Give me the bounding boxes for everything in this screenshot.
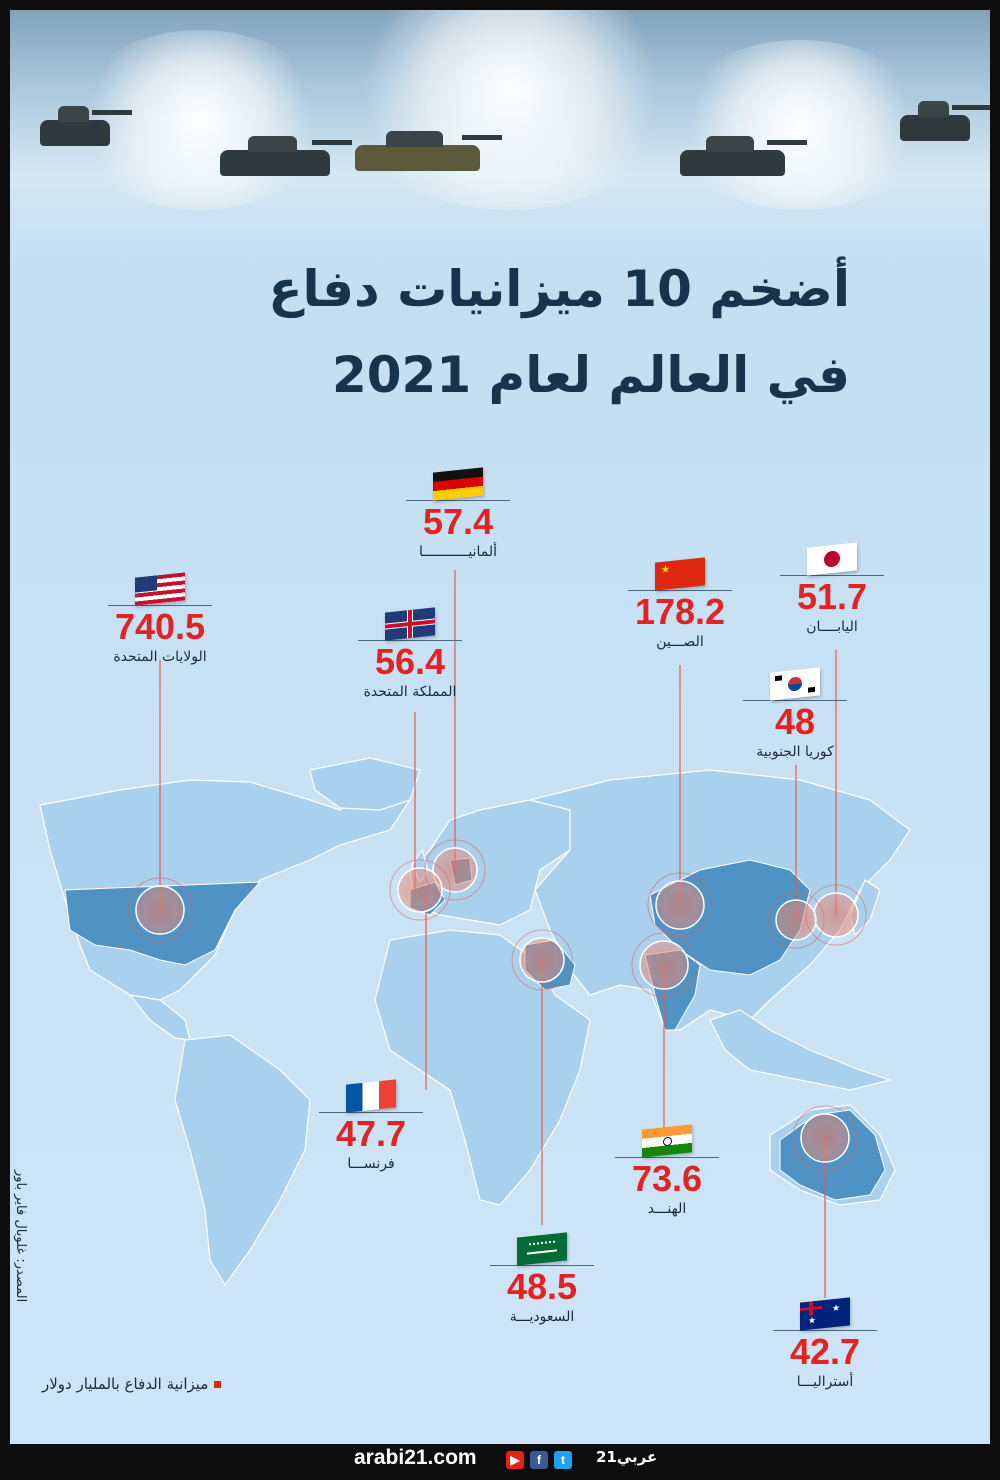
title-line-2: في العالم لعام 2021 (331, 346, 850, 404)
china-marker (655, 880, 705, 930)
footer-bar (0, 1444, 1000, 1480)
tank-icon (680, 136, 807, 176)
label-japan: 51.7 اليابــــان (752, 542, 912, 636)
name-china: الصـــين (656, 634, 704, 650)
value-france: 47.7 (335, 1113, 407, 1154)
southeast-asia-shape (709, 1009, 893, 1091)
japan-marker (813, 892, 859, 938)
smoke-cloud (670, 40, 930, 210)
south-america-shape (174, 1034, 311, 1287)
world-map (39, 570, 911, 1298)
south-korea-flag-icon (770, 667, 820, 701)
tank-icon (355, 131, 502, 171)
name-korea: كوريا الجنوبية (756, 744, 834, 760)
central-america-shape (128, 994, 191, 1041)
us-flag-icon (135, 572, 185, 606)
twitter-icon[interactable]: t (554, 1451, 572, 1469)
india-flag-icon (642, 1124, 692, 1158)
japan-flag-icon (807, 542, 857, 576)
name-uk: المملكة المتحدة (363, 684, 457, 700)
tank-icon (220, 136, 352, 176)
value-saudi: 48.5 (506, 1266, 578, 1307)
legend-text: ميزانية الدفاع بالمليار دولار (42, 1375, 209, 1393)
saudi-flag-icon (517, 1232, 567, 1266)
label-saudi: 48.5 السعوديـــة (462, 1232, 622, 1326)
uk-marker (397, 867, 443, 913)
value-australia: 42.7 (789, 1331, 861, 1372)
value-japan: 51.7 (796, 576, 868, 617)
label-india: 73.6 الهنـــد (587, 1124, 747, 1218)
germany-marker (432, 847, 478, 893)
usa-marker (135, 885, 185, 935)
source-note: المصدر: غلوبال فاير باور (13, 1170, 28, 1303)
legend-square-icon (214, 1381, 222, 1388)
title-line-1: أضخم 10 ميزانيات دفاع (268, 260, 850, 318)
smoke-cloud (70, 30, 330, 210)
brand-logo[interactable]: عربي21 (596, 1448, 658, 1466)
hero-banner (10, 10, 990, 245)
smoke-cloud (340, 10, 680, 210)
germany-flag-icon (433, 467, 483, 501)
australia-marker (800, 1113, 850, 1163)
korea-marker (775, 899, 817, 941)
value-china: 178.2 (634, 591, 726, 632)
name-india: الهنـــد (647, 1201, 687, 1217)
uk-flag-icon (385, 607, 435, 641)
name-australia: أستراليـــا (796, 1374, 854, 1390)
india-marker (639, 940, 689, 990)
label-uk: 56.4 المملكة المتحدة (330, 607, 490, 701)
infographic: أضخم 10 ميزانيات دفاع في العالم لعام 202… (10, 10, 990, 1444)
tank-icon (40, 106, 132, 146)
australia-flag-icon: ★ ★ (800, 1297, 850, 1331)
label-china: ★ 178.2 الصـــين (600, 557, 760, 651)
label-korea: 48 كوريا الجنوبية (715, 667, 875, 761)
value-korea: 48 (774, 701, 816, 742)
youtube-icon[interactable]: ▶ (506, 1451, 524, 1469)
label-france: 47.7 فرنســـا (291, 1079, 451, 1173)
site-link[interactable]: arabi21.com (354, 1446, 477, 1469)
value-uk: 56.4 (374, 641, 446, 682)
name-saudi: السعوديـــة (509, 1309, 575, 1325)
value-india: 73.6 (631, 1158, 703, 1199)
china-flag-icon: ★ (655, 557, 705, 591)
value-germany: 57.4 (422, 501, 494, 542)
value-usa: 740.5 (114, 606, 206, 647)
name-japan: اليابــــان (806, 619, 858, 635)
name-usa: الولايات المتحدة (113, 649, 207, 665)
label-usa: 740.5 الولايات المتحدة (80, 572, 240, 666)
legend: ميزانية الدفاع بالمليار دولار (42, 1375, 222, 1393)
france-flag-icon (346, 1079, 396, 1113)
name-france: فرنســـا (347, 1156, 395, 1172)
tank-icon (900, 101, 990, 141)
facebook-icon[interactable]: f (530, 1451, 548, 1469)
greenland-shape (309, 757, 421, 811)
label-germany: 57.4 ألمانيـــــــــــا (378, 467, 538, 561)
label-australia: ★ ★ 42.7 أستراليـــا (745, 1297, 905, 1391)
name-germany: ألمانيـــــــــــا (418, 544, 498, 560)
saudi-marker (519, 937, 565, 983)
